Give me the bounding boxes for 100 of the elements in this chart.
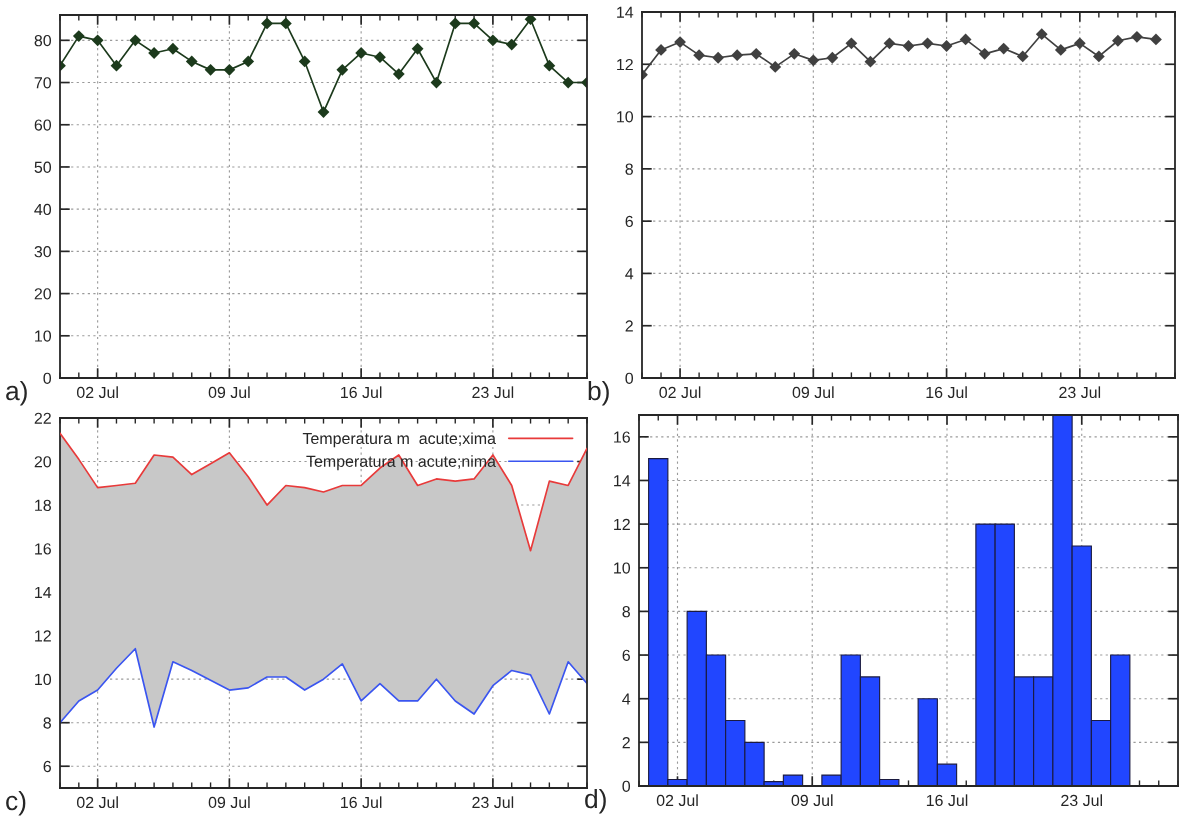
x-tick-label: 16 Jul [926, 794, 968, 807]
y-tick-label: 14 [617, 6, 634, 18]
y-tick-label: 22 [34, 412, 51, 424]
y-tick-label: 40 [34, 203, 52, 216]
y-tick-label: 20 [34, 456, 52, 468]
point [505, 38, 518, 51]
point [1092, 50, 1105, 63]
y-tick-label: 80 [34, 34, 52, 47]
point [185, 55, 198, 68]
x-tick-label: 16 Jul [926, 386, 967, 399]
point [807, 54, 820, 67]
point [978, 47, 991, 60]
point [1016, 50, 1029, 63]
x-tick-label: 23 Jul [1059, 386, 1101, 399]
point [487, 34, 499, 47]
point [468, 17, 480, 30]
point [279, 17, 292, 30]
point [129, 34, 142, 47]
x-tick-label: 02 Jul [76, 386, 118, 399]
point [374, 51, 386, 64]
point [261, 17, 273, 30]
point [997, 42, 1010, 55]
y-tick-label: 8 [625, 163, 633, 175]
point [731, 49, 744, 62]
y-tick-label: 50 [34, 161, 52, 173]
point [110, 59, 123, 72]
y-tick-label: 12 [617, 58, 633, 71]
point [223, 63, 236, 76]
y-tick-label: 8 [622, 606, 630, 618]
y-tick-label: 10 [35, 330, 52, 342]
y-tick-label: 0 [622, 780, 631, 792]
point [204, 63, 217, 76]
point [959, 33, 972, 46]
y-tick-label: 20 [34, 288, 52, 300]
legend-label: Temperatura m acute;xima [302, 432, 496, 448]
x-tick-label: 09 Jul [208, 796, 250, 809]
point [317, 106, 330, 118]
point [674, 36, 686, 48]
point [788, 47, 801, 60]
point [940, 40, 953, 52]
y-tick-label: 12 [35, 630, 51, 642]
y-tick-label: 14 [614, 475, 631, 487]
x-tick-label: 09 Jul [792, 386, 834, 399]
y-tick-label: 16 [35, 543, 51, 555]
point [750, 47, 763, 60]
y-tick-label: 10 [614, 562, 631, 574]
y-tick-label: 6 [622, 649, 630, 661]
y-tick-label: 12 [614, 518, 630, 530]
point [449, 17, 462, 30]
point [712, 51, 725, 64]
x-tick-label: 23 Jul [472, 796, 514, 809]
point [167, 42, 179, 55]
x-tick-label: 23 Jul [472, 386, 514, 399]
y-tick-label: 70 [34, 77, 52, 89]
y-tick-label: 6 [43, 760, 51, 773]
x-tick-label: 23 Jul [1061, 794, 1102, 807]
point [1112, 34, 1124, 47]
point [1073, 37, 1086, 50]
point [411, 42, 424, 55]
text: a) [6, 380, 27, 406]
x-tick-label: 16 Jul [341, 386, 382, 399]
x-tick-label: 09 Jul [208, 386, 250, 399]
y-tick-label: 30 [34, 246, 52, 258]
point [148, 47, 160, 59]
point [562, 76, 575, 89]
x-tick-label: 02 Jul [656, 794, 698, 807]
y-tick-label: 4 [622, 693, 631, 705]
y-tick-label: 16 [614, 431, 630, 443]
point [902, 40, 915, 52]
point [864, 55, 877, 68]
y-tick-label: 4 [625, 268, 634, 280]
point [1054, 44, 1067, 56]
x-tick-label: 16 Jul [341, 796, 382, 809]
text: d) [585, 788, 606, 814]
point [921, 37, 934, 50]
point [298, 55, 311, 68]
point [72, 30, 85, 42]
point [242, 55, 255, 68]
y-tick-label: 6 [625, 215, 633, 228]
y-tick-label: 60 [34, 119, 52, 131]
x-tick-label: 02 Jul [659, 386, 701, 399]
point [769, 61, 782, 73]
y-tick-label: 18 [35, 499, 51, 511]
point [655, 44, 667, 56]
x-tick-label: 02 Jul [76, 796, 118, 809]
point [355, 47, 368, 59]
point [845, 37, 858, 50]
point [91, 34, 104, 47]
point [883, 37, 896, 50]
x-tick-label: 09 Jul [791, 794, 833, 807]
text: b) [588, 380, 609, 406]
y-tick-label: 2 [622, 736, 630, 749]
point [543, 59, 556, 72]
point [392, 68, 405, 80]
point [1150, 33, 1162, 46]
y-tick-label: 14 [35, 586, 52, 598]
point [826, 51, 839, 64]
y-tick-label: 10 [617, 111, 634, 123]
point [1131, 30, 1143, 43]
point [336, 63, 349, 76]
